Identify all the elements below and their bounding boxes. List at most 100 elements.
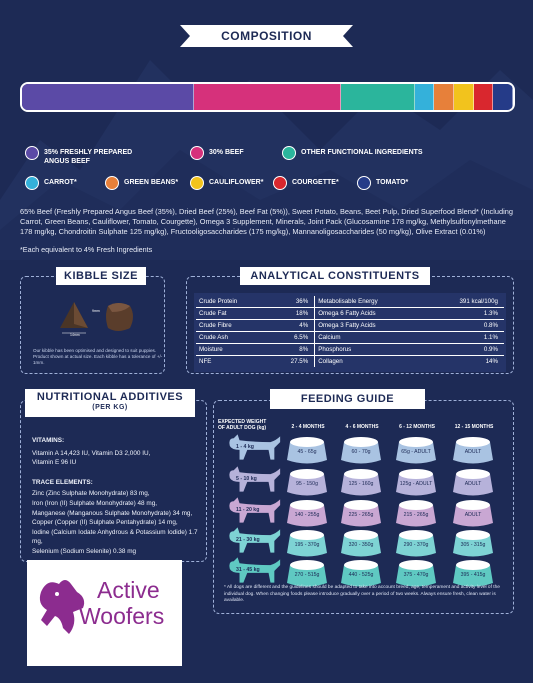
constituent-value: 14%: [485, 358, 498, 365]
constituent-value: 18%: [269, 307, 315, 320]
dog-weight-label: 5 - 10 kg: [236, 476, 257, 482]
constituent-value: 4%: [269, 319, 315, 332]
legend-label: 30% BEEF: [209, 149, 244, 156]
kibble-title: KIBBLE SIZE: [56, 267, 146, 285]
food-bowl-icon: [453, 437, 493, 464]
trace-list: Zinc (Zinc Sulphate Monohydrate) 83 mg, I…: [32, 489, 207, 556]
constituent-name: Crude Ash: [196, 331, 270, 344]
food-bowl-icon: [341, 469, 381, 496]
feeding-amount: ADULT: [464, 481, 482, 487]
constituent-name: Calcium: [314, 331, 425, 344]
constituent-value: 6.5%: [269, 331, 315, 344]
feeding-amount: 320 - 350g: [348, 542, 374, 548]
constituent-name: Omega 6 Fatty Acids: [314, 307, 425, 320]
constituent-value: 36%: [269, 296, 315, 308]
vitamins-heading: VITAMINS:: [32, 437, 65, 444]
legend-swatch: [105, 176, 119, 190]
constituent-name: Phosphorus: [314, 343, 425, 356]
dog-weight-label: 11 - 20 kg: [236, 507, 260, 513]
feeding-amount: 195 - 370g: [294, 542, 320, 548]
legend-label: 35% FRESHLY PREPARED ANGUS BEEF: [44, 149, 133, 165]
constituent-name: Metabolisable Energy: [314, 296, 425, 308]
legend-item: 35% FRESHLY PREPARED ANGUS BEEF: [25, 146, 140, 166]
table-row: Crude Fibre 4% Omega 3 Fatty Acids 0.8%: [196, 319, 504, 332]
bar-segment: [414, 84, 435, 110]
food-bowl-icon: [341, 560, 381, 587]
nutritional-title: NUTRITIONAL ADDITIVES (PER KG): [25, 389, 195, 417]
food-bowl-icon: [341, 530, 381, 557]
nutritional-title-text: NUTRITIONAL ADDITIVES: [36, 391, 184, 403]
food-bowl-icon: [453, 560, 493, 587]
logo-line2: Woofers: [79, 603, 165, 629]
feeding-amount: 125 - 160g: [348, 481, 374, 487]
vitamins-text: Vitamin A 14,423 IU, Vitamin D3 2,000 IU…: [32, 449, 151, 467]
composition-bar: [20, 82, 515, 112]
bar-segment: [193, 84, 342, 110]
table-row: NFE 27.5% Collagen 14%: [196, 355, 504, 367]
bar-segment: [434, 84, 455, 110]
food-bowl-icon: [287, 530, 327, 557]
food-bowl-icon: [287, 560, 327, 587]
feeding-title: FEEDING GUIDE: [270, 389, 425, 409]
dog-silhouette-icon: [229, 557, 281, 583]
dog-weight-label: 31 - 45 kg: [236, 567, 260, 573]
feeding-amount: 225 - 265g: [348, 512, 374, 518]
feeding-amount: 270 - 515g: [294, 572, 320, 578]
active-woofers-logo: Active Woofers: [27, 560, 182, 666]
feeding-amount: 215 - 265g: [403, 512, 429, 518]
legend-item: TOMATO*: [357, 176, 409, 190]
nutritional-subtitle: (PER KG): [92, 404, 128, 411]
legend-swatch: [357, 176, 371, 190]
feeding-amount: 45 - 65g: [297, 449, 317, 455]
weight-header: EXPECTED WEIGHT OF ADULT DOG (kg): [218, 419, 267, 431]
constituent-name: Collagen: [314, 355, 425, 367]
legend-swatch: [282, 146, 296, 160]
constituent-name: Crude Protein: [196, 296, 270, 308]
legend-label: CARROT*: [44, 179, 77, 186]
dog-silhouette-icon: [229, 434, 281, 460]
food-bowl-icon: [341, 437, 381, 464]
bar-segment: [341, 84, 415, 110]
dog-silhouette-icon: [229, 497, 281, 523]
dog-weight-label: 21 - 30 kg: [236, 537, 260, 543]
food-bowl-icon: [396, 500, 436, 527]
food-bowl-icon: [396, 469, 436, 496]
feeding-amount: 440 - 525g: [348, 572, 374, 578]
trace-item: Zinc (Zinc Sulphate Monohydrate) 83 mg,: [32, 490, 150, 498]
bar-segment: [473, 84, 494, 110]
feeding-column-header: 6 - 12 MONTHS: [399, 424, 435, 430]
feeding-amount: 140 - 255g: [294, 512, 320, 518]
feeding-amount: 290 - 370g: [403, 542, 429, 548]
feeding-column-header: 4 - 6 MONTHS: [345, 424, 379, 430]
food-bowl-icon: [287, 469, 327, 496]
food-bowl-icon: [396, 437, 436, 464]
food-bowl-icon: [453, 469, 493, 496]
constituent-name: NFE: [199, 358, 212, 365]
constituent-name: Crude Fibre: [196, 319, 270, 332]
food-bowl-icon: [287, 437, 327, 464]
feeding-column-header: 2 - 4 MONTHS: [291, 424, 325, 430]
feeding-amount: 60 - 70g: [351, 449, 371, 455]
kibble-image: [60, 302, 133, 334]
constituent-value: 27.5%: [290, 358, 309, 365]
food-bowl-icon: [341, 500, 381, 527]
table-row: Crude Fat 18% Omega 6 Fatty Acids 1.3%: [196, 307, 504, 320]
dog-silhouette-icon: [229, 527, 281, 553]
constituent-value: 0.9%: [424, 343, 504, 356]
constituent-name: Crude Fat: [196, 307, 270, 320]
dog-weight-label: 1 - 4 kg: [236, 444, 254, 450]
table-row: Moisture 8% Phosphorus 0.9%: [196, 343, 504, 356]
legend-swatch: [25, 146, 39, 160]
nutritional-list: VITAMINS: Vitamin A 14,423 IU, Vitamin D…: [32, 436, 207, 557]
table-row: Crude Protein 36% Metabolisable Energy 391 …: [196, 296, 504, 308]
feeding-amount: 125g - ADULT: [399, 481, 433, 487]
legend-label: CAULIFLOWER*: [209, 179, 264, 186]
trace-item: Iodine (Calcium Iodate Anhydrous & Potas…: [32, 528, 198, 546]
legend-swatch: [273, 176, 287, 190]
legend-item: OTHER FUNCTIONAL INGREDIENTS: [282, 146, 423, 160]
kibble-note: Our kibble has been optimised and design…: [33, 348, 163, 365]
legend-label: TOMATO*: [376, 179, 409, 186]
kibble-dim-bottom: 14mm: [70, 333, 80, 337]
food-bowl-icon: [396, 560, 436, 587]
constituent-value: 1.1%: [424, 331, 504, 344]
